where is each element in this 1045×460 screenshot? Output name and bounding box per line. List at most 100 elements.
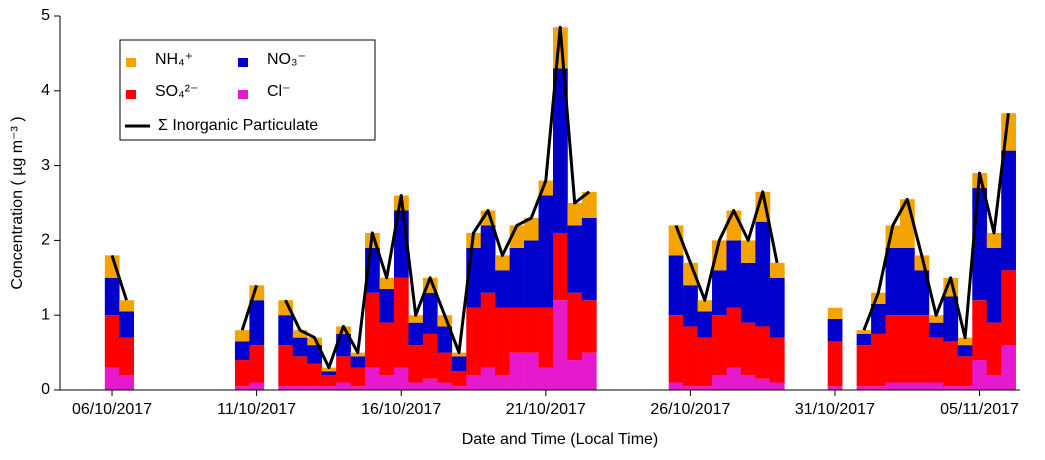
bar-segment (249, 300, 265, 346)
bar-segment (900, 315, 915, 383)
bar-segment (755, 221, 771, 327)
bar-segment (986, 322, 1002, 376)
bar-segment (769, 382, 785, 390)
y-tick-label: 5 (41, 7, 50, 24)
bar-segment (393, 367, 409, 390)
legend-swatch (126, 58, 136, 67)
bar-segment (957, 345, 973, 357)
bar-segment (379, 289, 395, 323)
x-tick-label: 16/10/2017 (361, 401, 441, 418)
bar-segment (943, 341, 959, 387)
bar-segment (871, 386, 886, 390)
bar-segment (827, 307, 843, 319)
bar-segment (379, 375, 395, 390)
bar-segment (350, 352, 366, 357)
total-line (110, 25, 1010, 370)
bar-segment (119, 375, 135, 390)
bar-segment (972, 360, 988, 390)
bar-segment (871, 292, 886, 304)
bar-segment (769, 277, 785, 338)
bar-segment (278, 386, 294, 390)
legend-label: Σ Inorganic Particulate (158, 117, 318, 134)
legend-label: SO₄²⁻ (155, 83, 198, 100)
bar-segment (234, 386, 250, 390)
bar-segment (336, 382, 351, 390)
bar-segment (856, 330, 872, 334)
bar-segment (509, 307, 525, 353)
bar-segment (553, 232, 568, 301)
legend-swatch (238, 58, 248, 67)
bar-segment (928, 382, 944, 390)
bar-segment (307, 337, 322, 346)
bar-segment (408, 322, 424, 346)
bar-segment (524, 352, 539, 390)
bar-segment (567, 225, 583, 293)
bar-segment (943, 386, 959, 390)
bar-segment (480, 367, 496, 390)
bar-segment (104, 315, 120, 368)
bar-segment (422, 378, 438, 390)
bar-segment (567, 203, 583, 226)
legend-swatch (238, 90, 248, 99)
bar-segment (336, 356, 351, 383)
bar-segment (712, 240, 727, 271)
bar-segment (726, 367, 742, 390)
bar-segment (321, 367, 337, 372)
bar-segment (928, 322, 944, 338)
bar-segment (350, 356, 366, 368)
bar-segment (740, 322, 756, 376)
x-axis-label: Date and Time (Local Time) (462, 431, 659, 448)
bar-segment (668, 382, 684, 390)
bar-segment (957, 337, 973, 346)
bar-segment (697, 337, 713, 387)
x-tick-label: 05/11/2017 (940, 401, 1019, 418)
bar-segment (972, 300, 988, 361)
bar-segment (581, 191, 597, 218)
x-tick-label: 06/10/2017 (72, 401, 152, 418)
bar-segment (914, 382, 930, 390)
bar-segment (307, 345, 322, 364)
bar-segment (365, 367, 380, 390)
bar-segment (495, 255, 510, 271)
bar-segment (928, 315, 944, 323)
bar-segment (365, 292, 380, 368)
bar-segment (1001, 345, 1016, 390)
bar-segment (451, 356, 467, 372)
y-axis-label: Concentration ( µg m⁻³ ) (9, 116, 26, 289)
bar-segment (856, 345, 872, 387)
bar-segment (234, 360, 250, 387)
bar-segment (437, 326, 453, 353)
bar-segment (437, 352, 453, 383)
legend-swatch (126, 90, 136, 99)
bar-segment (509, 247, 525, 308)
bar-segment (697, 386, 713, 390)
bar-segment (466, 375, 482, 390)
bar-segment (553, 300, 568, 390)
bar-segment (278, 315, 294, 346)
bar-segment (321, 371, 337, 376)
bar-segment (553, 68, 568, 233)
bar-segment (986, 247, 1002, 323)
bar-segment (495, 307, 510, 376)
bar-segment (119, 300, 135, 312)
legend-label: NO₃⁻ (267, 51, 306, 68)
bar-segment (957, 356, 973, 387)
bar-segment (827, 341, 843, 387)
bar-segment (755, 378, 771, 390)
bar-segment (871, 333, 886, 387)
bar-segment (292, 330, 308, 338)
bar-segment (581, 352, 597, 390)
bar-segment (986, 375, 1002, 390)
bar-segment (393, 277, 409, 368)
bar-segment (581, 217, 597, 301)
bar-segment (292, 386, 308, 390)
bar-segment (249, 382, 265, 390)
bar-segment (567, 292, 583, 361)
bar-segment (683, 386, 698, 390)
bar-segment (292, 337, 308, 357)
bar-segment (307, 363, 322, 387)
bar-segment (408, 382, 424, 390)
bar-segment (827, 318, 843, 342)
bar-segment (697, 300, 713, 312)
